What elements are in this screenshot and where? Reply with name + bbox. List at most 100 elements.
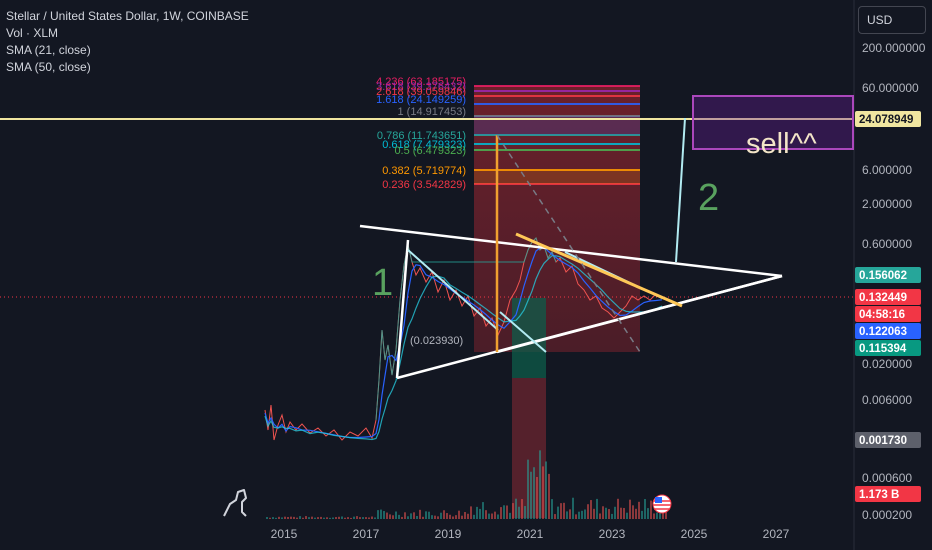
fib-level-label: 2.618 (39.059846)	[376, 86, 466, 98]
volume-bar	[413, 512, 415, 519]
volume-bar	[536, 476, 538, 519]
legend-sma50[interactable]: SMA (50, close)	[6, 60, 91, 74]
price-tag: 04:58:16	[855, 306, 921, 322]
volume-bar	[500, 507, 502, 519]
price-tag-label: 0.001730	[859, 435, 907, 447]
volume-bar	[524, 506, 526, 519]
volume-bar	[353, 516, 355, 519]
fib-labels: 4.236 (63.185175)3.618 (39.376432)2.618 …	[376, 76, 466, 191]
volume-bar	[566, 511, 568, 519]
y-tick-label: 0.000200	[862, 508, 912, 522]
volume-bar	[383, 511, 385, 519]
volume-bar	[614, 506, 616, 519]
volume-bar	[455, 515, 457, 519]
volume-bar	[557, 506, 559, 519]
volume-bar	[644, 499, 646, 519]
volume-bar	[551, 499, 553, 519]
volume-bar	[563, 502, 565, 519]
legend-volume[interactable]: Vol · XLM	[6, 26, 59, 40]
x-tick-label: 2017	[353, 527, 380, 541]
x-tick-label: 2027	[763, 527, 790, 541]
volume-bar	[467, 513, 469, 519]
price-axis[interactable]: 200.000000 60.000000 6.000000 2.000000 0.600…	[862, 41, 926, 522]
volume-bar	[371, 516, 373, 519]
volume-bar	[293, 516, 295, 519]
volume-bar	[377, 510, 379, 519]
volume-bar	[458, 510, 460, 519]
time-axis[interactable]: 2015 2017 2019 2021 2023 2025 2027	[271, 527, 790, 541]
volume-bar	[380, 509, 382, 519]
volume-bar	[593, 508, 595, 519]
volume-bar	[611, 513, 613, 519]
x-tick-label: 2021	[517, 527, 544, 541]
volume-bar	[275, 517, 277, 519]
fib-base-label: (0.023930)	[410, 335, 463, 347]
y-tick-label: 0.600000	[862, 237, 912, 251]
x-tick-label: 2019	[435, 527, 462, 541]
volume-bar	[587, 504, 589, 519]
volume-bar	[269, 517, 271, 519]
volume-bar	[638, 501, 640, 519]
volume-bar	[635, 508, 637, 519]
volume-bar	[374, 517, 376, 519]
volume-bar	[368, 517, 370, 519]
volume-bar	[581, 510, 583, 519]
red-zone	[474, 86, 640, 352]
volume-bar	[575, 514, 577, 519]
volume-bar	[341, 516, 343, 519]
volume-bar	[602, 506, 604, 519]
volume-bar	[539, 450, 541, 519]
price-tag-label: 04:58:16	[859, 309, 905, 321]
fib-level-label: 1.618 (24.149259)	[376, 94, 466, 106]
volume-bar	[425, 511, 427, 519]
volume-bar	[608, 509, 610, 519]
volume-bar	[632, 505, 634, 519]
triangle-left-line	[395, 239, 410, 379]
volume-bar	[479, 508, 481, 519]
volume-bar	[443, 510, 445, 519]
price-tag-label: 0.122063	[859, 326, 907, 338]
currency-button[interactable]: USD	[858, 6, 926, 34]
volume-bar	[464, 512, 466, 519]
volume-bar	[314, 517, 316, 519]
volume-bar	[440, 512, 442, 519]
trend-line-orange	[515, 232, 683, 308]
price-tag-label: 1.173 B	[859, 489, 899, 501]
volume-bar	[662, 510, 664, 519]
fib-band	[474, 116, 640, 135]
legend-title[interactable]: Stellar / United States Dollar, 1W, COIN…	[6, 9, 249, 23]
volume-bar	[647, 508, 649, 519]
y-tick-label: 60.000000	[862, 81, 919, 95]
projection-line	[675, 117, 686, 263]
us-flag-icon[interactable]	[652, 494, 672, 514]
volume-bar	[287, 517, 289, 519]
fib-level-label: 0.618 (7.479323)	[382, 139, 466, 151]
volume-bar	[656, 512, 658, 519]
fib-band	[474, 170, 640, 184]
price-tag: 0.156062	[855, 267, 921, 283]
volume-bar	[665, 509, 667, 519]
volume-bar	[347, 517, 349, 519]
volume-bar	[332, 517, 334, 519]
volume-bar	[266, 517, 268, 519]
volume-bar	[272, 517, 274, 519]
volume-bar	[596, 498, 598, 519]
volume-bar	[521, 499, 523, 519]
x-tick-label: 2025	[681, 527, 708, 541]
price-tag: 0.132449	[855, 289, 921, 305]
volume-bar	[584, 509, 586, 519]
volume-bar	[335, 517, 337, 519]
volume-bar	[533, 467, 535, 519]
fib-level-label: 0.5 (6.479323)	[394, 145, 466, 157]
volume-bar	[386, 512, 388, 519]
volume-bar	[281, 517, 283, 519]
fib-lines	[474, 85, 640, 185]
price-series	[264, 237, 663, 441]
volume-bar	[485, 510, 487, 519]
volume-bar	[317, 517, 319, 519]
legend-sma21[interactable]: SMA (21, close)	[6, 43, 91, 57]
chart-legend: Stellar / United States Dollar, 1W, COIN…	[6, 8, 249, 76]
volume-bar	[512, 503, 514, 519]
y-tick-label: 6.000000	[862, 163, 912, 177]
